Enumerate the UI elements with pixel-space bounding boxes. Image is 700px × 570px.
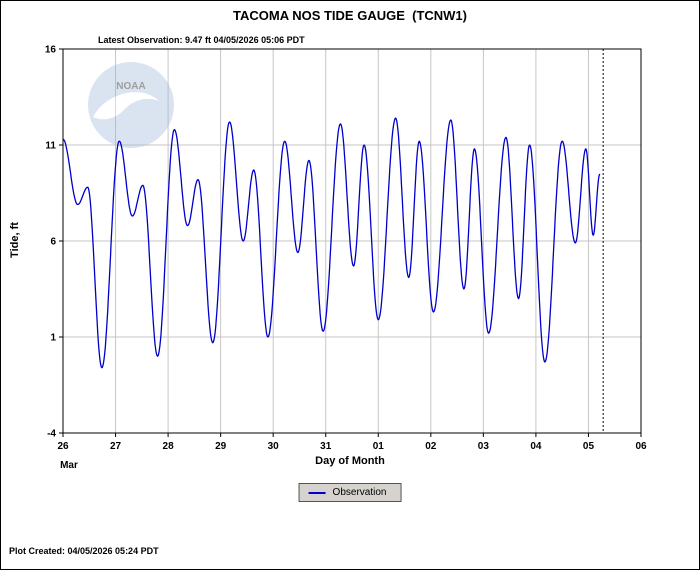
observation-line-sample-icon (308, 491, 326, 494)
plot-created-text: Plot Created: 04/05/2026 05:24 PDT (9, 546, 159, 556)
x-tick-label: 01 (373, 441, 385, 452)
observation-line (62, 117, 601, 369)
latest-observation-text: Latest Observation: 9.47 ft 04/05/2026 0… (98, 35, 305, 45)
x-tick-label: 27 (110, 441, 122, 452)
noaa-logo-text: NOAA (116, 81, 145, 92)
x-tick-label: 05 (583, 441, 595, 452)
x-tick-label: 30 (268, 441, 280, 452)
y-tick-label: -4 (47, 429, 56, 440)
x-tick-label: 02 (425, 441, 437, 452)
y-tick-label: 11 (45, 141, 56, 152)
legend: Observation (298, 483, 402, 502)
y-axis-title: Tide, ft (9, 222, 21, 258)
x-axis-title: Day of Month (315, 455, 385, 467)
x-tick-label: 26 (57, 441, 69, 452)
y-tick-label: 16 (45, 45, 57, 56)
x-tick-label: 06 (635, 441, 647, 452)
noaa-bird-icon (93, 92, 159, 120)
noaa-logo: NOAA (88, 62, 174, 148)
legend-label: Observation (332, 487, 387, 498)
y-tick-label: 1 (50, 333, 56, 344)
x-tick-label: 31 (320, 441, 332, 452)
chart-title: TACOMA NOS TIDE GAUGE (TCNW1) (233, 8, 467, 23)
y-tick-label: 6 (50, 237, 56, 248)
x-tick-label: 28 (163, 441, 175, 452)
x-tick-label: 04 (530, 441, 542, 452)
month-label: Mar (60, 460, 78, 471)
x-tick-label: 03 (478, 441, 490, 452)
x-tick-label: 29 (215, 441, 227, 452)
